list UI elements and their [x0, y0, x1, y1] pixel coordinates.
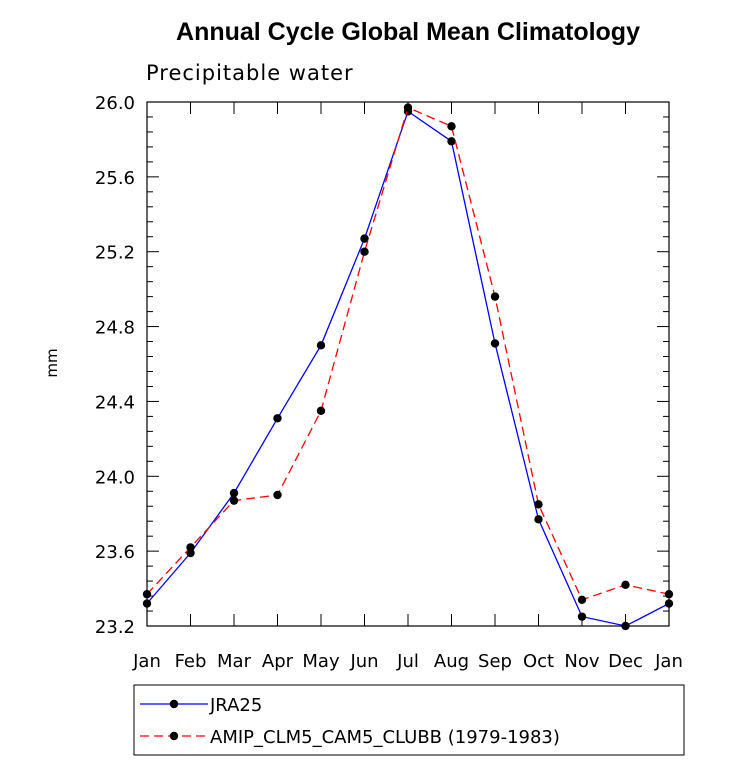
x-tick-label: Nov: [564, 651, 599, 672]
data-point: [447, 122, 456, 131]
data-point: [577, 595, 587, 604]
legend-marker: [169, 731, 179, 741]
data-point: [273, 490, 282, 500]
chart-title: Annual Cycle Global Mean Climatology: [176, 18, 640, 46]
ticks-layer: Jan Feb Mar Apr May Jun Jul Aug Sep Oct Nov Dec Jan 2…: [95, 93, 683, 672]
y-tick-label: 23.6: [95, 542, 135, 563]
series-2: [142, 103, 674, 604]
y-tick-label: 25.2: [95, 243, 135, 264]
data-point: [534, 515, 543, 524]
y-tick-label: 24.4: [95, 392, 135, 413]
data-point: [403, 103, 413, 112]
data-point: [621, 580, 630, 590]
data-point: [229, 496, 239, 505]
x-tick-label: Jan: [132, 651, 161, 672]
data-point: [186, 543, 195, 552]
x-tick-label: Apr: [262, 651, 294, 672]
y-tick-label: 24.0: [95, 467, 135, 488]
data-point: [447, 137, 456, 146]
y-axis-label: mm: [43, 348, 61, 377]
x-tick-label: Aug: [434, 651, 469, 672]
x-tick-label: Dec: [608, 651, 643, 672]
y-tick-label: 25.6: [95, 168, 135, 189]
series-line: [146, 110, 670, 627]
series-layer: [142, 103, 674, 631]
x-tick-label: Jul: [396, 651, 419, 672]
y-tick-label: 23.2: [95, 617, 135, 638]
data-point: [316, 341, 326, 350]
data-point: [490, 339, 500, 348]
data-point: [273, 414, 282, 423]
data-point: [534, 500, 543, 509]
plot-frame: [146, 101, 670, 627]
data-point: [229, 488, 239, 498]
data-point: [142, 589, 152, 599]
x-tick-label: Sep: [478, 651, 512, 672]
x-tick-label: Jun: [349, 651, 378, 672]
y-tick-label: 24.8: [95, 318, 135, 339]
x-tick-label: Mar: [217, 651, 252, 672]
legend-label: JRA25: [209, 695, 262, 716]
series-1: [142, 107, 674, 631]
data-point: [664, 599, 674, 608]
data-point: [316, 406, 326, 415]
data-point: [577, 612, 587, 621]
legend-box: [133, 684, 685, 756]
legend-entries: JRA25 AMIP_CLM5_CAM5_CLUBB (1979-1983): [140, 695, 560, 748]
data-point: [360, 234, 369, 243]
data-point: [621, 621, 630, 631]
data-point: [664, 589, 674, 599]
series-line: [146, 106, 670, 601]
data-point: [490, 292, 500, 301]
y-tick-label: 26.0: [95, 93, 135, 114]
x-tick-label: Jan: [654, 651, 683, 672]
chart-subtitle: Precipitable water: [146, 61, 354, 85]
x-tick-label: Oct: [523, 651, 554, 672]
legend-label: AMIP_CLM5_CAM5_CLUBB (1979-1983): [210, 727, 560, 748]
x-tick-label: May: [302, 651, 340, 672]
legend-marker: [169, 699, 179, 709]
data-point: [360, 247, 369, 256]
data-point: [142, 599, 152, 608]
legend: JRA25 AMIP_CLM5_CAM5_CLUBB (1979-1983): [133, 684, 685, 756]
x-tick-label: Feb: [175, 651, 207, 672]
